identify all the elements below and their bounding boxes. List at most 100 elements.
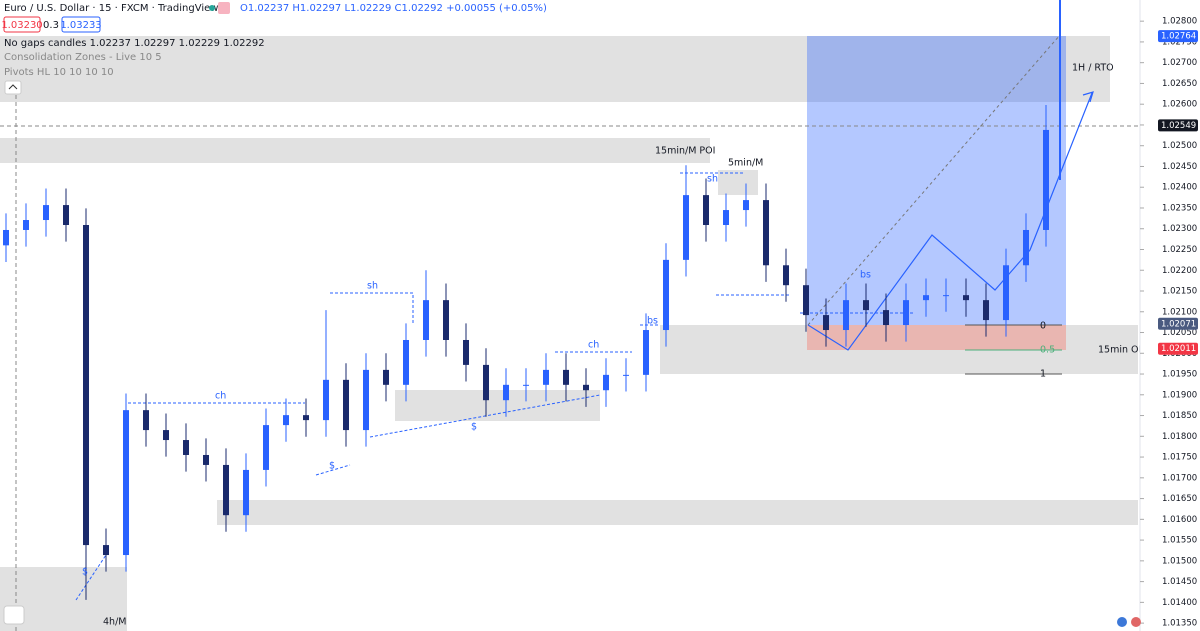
annotation: 5min/M: [728, 158, 763, 169]
collapse-icon[interactable]: [8, 84, 18, 90]
candle-body: [603, 374, 609, 391]
candle-body: [903, 300, 909, 326]
y-tick-label: 1.02450: [1162, 162, 1197, 172]
candle-body: [363, 369, 369, 431]
candle-body: [303, 415, 309, 421]
candle-body: [243, 469, 249, 516]
buy-button[interactable]: [61, 16, 101, 33]
candle-body: [643, 330, 649, 375]
buy-price[interactable]: 1.03233: [60, 20, 101, 31]
candle-body: [683, 195, 689, 260]
sell-button[interactable]: [3, 16, 41, 33]
zone: [395, 390, 600, 421]
y-tick-label: 1.01650: [1162, 494, 1197, 504]
candle-body: [1043, 129, 1049, 230]
header: Euro / U.S. Dollar · 15 · FXCM · Trading…: [1, 2, 1141, 627]
indicator[interactable]: No gaps candles 1.02237 1.02297 1.02229 …: [4, 38, 265, 49]
flag: [1131, 617, 1141, 627]
price-badge-label: 1.02764: [1161, 32, 1196, 42]
sell-price[interactable]: 1.03230: [1, 20, 42, 31]
candle-body: [143, 410, 149, 431]
candle-body: [803, 285, 809, 316]
candle-body: [763, 200, 769, 266]
candle-body: [463, 339, 469, 365]
price-badge: [1158, 342, 1198, 355]
candle-body: [343, 379, 349, 431]
symbol: Euro / U.S. Dollar · 15 · FXCM · Trading…: [4, 3, 218, 14]
candle-body: [203, 454, 209, 465]
collapse-button[interactable]: [4, 80, 22, 95]
price-badge: [1158, 119, 1198, 132]
status-icon: [218, 2, 230, 14]
ohlc: O1.02237 H1.02297 L1.02229 C1.02292 +0.0…: [240, 3, 547, 14]
candle-body: [963, 295, 969, 301]
liquidity-line: [75, 554, 107, 601]
candle-body: [1003, 265, 1009, 321]
diagonal: [807, 34, 1061, 326]
y-tick-label: 1.01450: [1162, 577, 1197, 587]
sh-line: [330, 292, 414, 325]
candle-body: [83, 225, 89, 546]
indicator[interactable]: Consolidation Zones - Live 10 5: [4, 52, 162, 63]
annotation: sh: [367, 281, 378, 292]
y-tick-label: 1.01800: [1162, 432, 1197, 442]
candle-body: [723, 210, 729, 226]
y-tick-label: 1.01550: [1162, 536, 1197, 546]
annotation: sh: [707, 174, 718, 185]
liquidity-line: [315, 464, 351, 476]
y-tick-label: 1.02250: [1162, 245, 1197, 255]
fib-label: 0.5: [1040, 345, 1055, 356]
arrow-head: [1082, 91, 1094, 103]
indicator[interactable]: Pivots HL 10 10 10 10: [4, 67, 114, 78]
y-tick-label: 1.01400: [1162, 598, 1197, 608]
annotation: bs: [647, 316, 658, 327]
candle-body: [823, 315, 829, 331]
price-badge: [1158, 317, 1198, 330]
candle-body: [403, 339, 409, 385]
candle-body: [483, 364, 489, 401]
candle-body: [183, 440, 189, 455]
y-tick-label: 1.02800: [1162, 17, 1197, 27]
candle-body: [663, 259, 669, 331]
y-tick-label: 1.02100: [1162, 307, 1197, 317]
candle-body: [163, 430, 169, 441]
y-tick-label: 1.02650: [1162, 79, 1197, 89]
y-tick-label: 1.02150: [1162, 287, 1197, 297]
annotation: 4h/M: [103, 617, 126, 628]
price-badge-label: 1.02011: [1161, 344, 1196, 354]
candles: [3, 105, 1049, 600]
candle-body: [703, 195, 709, 226]
annotation: 1H / RTO: [1072, 63, 1114, 74]
y-tick-label: 1.01900: [1162, 390, 1197, 400]
y-tick-label: 1.01600: [1162, 515, 1197, 525]
y-tick-label: 1.02700: [1162, 58, 1197, 68]
candle-body: [223, 464, 229, 516]
candle-body: [783, 265, 789, 286]
zone: [217, 500, 1138, 525]
candle-body: [583, 384, 589, 391]
y-tick-label: 1.02300: [1162, 224, 1197, 234]
annotation: ch: [588, 340, 599, 351]
y-tick-label: 1.02750: [1162, 37, 1197, 47]
candle-body: [103, 545, 109, 556]
candle-body: [563, 369, 569, 385]
candle-body: [383, 369, 389, 385]
candle-body: [883, 310, 889, 326]
price-badge-label: 1.02071: [1161, 319, 1196, 329]
candle-body: [283, 415, 289, 426]
candle-body: [263, 425, 269, 470]
candle-body: [423, 300, 429, 340]
candle-body: [43, 205, 49, 221]
annotation: $: [82, 567, 88, 578]
annotation: 15min OB: [1098, 345, 1145, 356]
y-tick-label: 1.02350: [1162, 203, 1197, 213]
price-badge-label: 1.02549: [1161, 121, 1196, 131]
price-axis: [1140, 0, 1200, 631]
drawings: [0, 0, 1140, 631]
candle-body: [3, 229, 9, 246]
candle-body: [443, 300, 449, 340]
annotation: $: [329, 461, 335, 472]
tv-logo[interactable]: [3, 605, 25, 625]
candle-body: [1023, 229, 1029, 266]
candle-body: [943, 295, 949, 297]
